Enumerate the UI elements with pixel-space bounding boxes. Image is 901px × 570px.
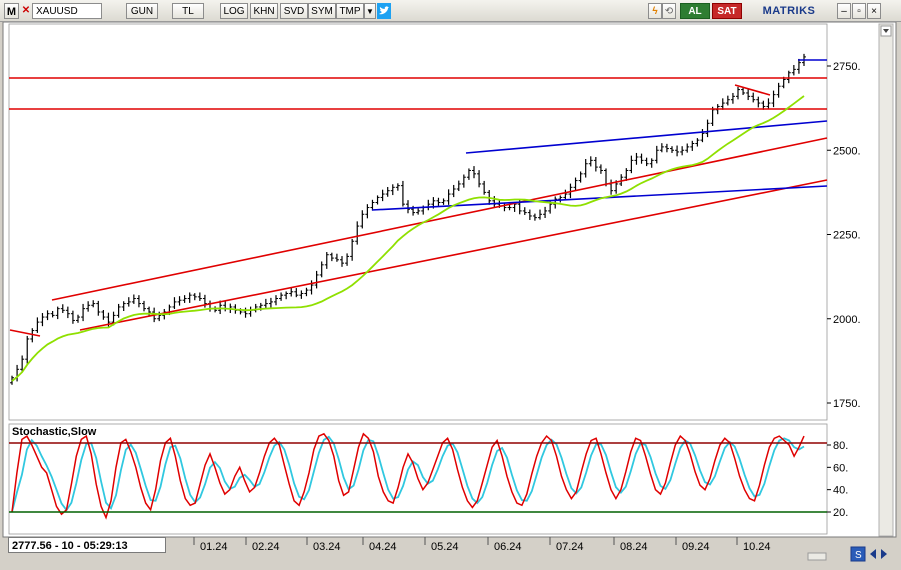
stochastic-series (11, 432, 805, 520)
horizontal-scroll-thumb[interactable] (807, 552, 827, 561)
price-readout: 2777.56 - 10 - 05:29:13 (8, 537, 166, 553)
channel-line-lower[interactable] (79, 179, 828, 331)
restore-icon[interactable]: ▫ (852, 3, 866, 19)
time-tick-label: 06.24 (494, 541, 522, 553)
flag-line[interactable] (734, 84, 771, 96)
price-tick-label: 1750. (833, 398, 861, 410)
stoch-d-line (11, 435, 805, 513)
stoch-k-line (11, 432, 805, 520)
time-x-axis: 01.24 02.24 03.24 04.24 05.24 06.24 07.24 08.24… (193, 537, 771, 553)
blue-line-upper[interactable] (465, 120, 828, 154)
price-tick-label: 2250. (833, 230, 861, 242)
symbol-field[interactable]: XAUUSD (32, 3, 102, 19)
time-tick-label: 04.24 (369, 541, 397, 553)
dropdown-arrow-icon[interactable]: ▼ (364, 3, 376, 19)
time-tick-label: 09.24 (682, 541, 710, 553)
price-tick-label: 2750. (833, 61, 861, 73)
vertical-scrollbar[interactable] (878, 23, 894, 537)
time-tick-label: 05.24 (431, 541, 459, 553)
app-logo-icon[interactable]: M (4, 3, 19, 19)
moving-average (11, 95, 805, 382)
tmp-button[interactable]: TMP (336, 3, 364, 19)
scroll-left-icon[interactable] (870, 549, 876, 559)
twitter-icon[interactable] (377, 3, 391, 19)
stoch-tick-label: 20. (833, 507, 848, 519)
toolbar: M ✕ XAUUSD GUN TL LOG KHN SVD SYM TMP ▼ … (0, 0, 901, 22)
stoch-tick-label: 80. (833, 440, 848, 452)
brand-logo: MATRIKS (762, 5, 816, 17)
minimize-icon[interactable]: – (837, 3, 851, 19)
scroll-right-icon[interactable] (881, 549, 887, 559)
refresh-icon[interactable] (850, 546, 866, 562)
moving-average-line (11, 95, 805, 382)
price-series (10, 53, 806, 385)
currency-button[interactable]: TL (172, 3, 204, 19)
price-panel (8, 23, 828, 421)
channel-line-upper[interactable] (51, 137, 828, 301)
stoch-y-axis: 20. 40. 60. 80. (827, 440, 848, 519)
history-icon[interactable]: ⟲ (662, 3, 676, 19)
lightning-icon[interactable]: ϟ (648, 3, 662, 19)
refresh-glyph: S (855, 550, 862, 561)
stoch-tick-label: 40. (833, 485, 848, 497)
price-tick-label: 2000. (833, 314, 861, 326)
buy-button[interactable]: AL (680, 3, 710, 19)
stoch-tick-label: 60. (833, 462, 848, 474)
svd-button[interactable]: SVD (280, 3, 308, 19)
stochastic-title: Stochastic,Slow (12, 426, 97, 438)
close-icon[interactable]: × (867, 3, 881, 19)
time-tick-label: 08.24 (620, 541, 648, 553)
time-tick-label: 02.24 (252, 541, 280, 553)
chart-area[interactable]: Stochastic,Slow 1750. 2000. 2250. 2500. 2750… (0, 22, 901, 570)
scroll-arrow-icon (883, 29, 889, 33)
time-tick-label: 03.24 (313, 541, 341, 553)
price-tick-label: 2500. (833, 145, 861, 157)
sell-button[interactable]: SAT (712, 3, 742, 19)
sym-button[interactable]: SYM (308, 3, 336, 19)
time-tick-label: 01.24 (200, 541, 228, 553)
price-y-axis: 1750. 2000. 2250. 2500. 2750. (827, 61, 861, 410)
trendlines (9, 59, 828, 337)
channel-line-stub[interactable] (9, 329, 41, 337)
period-button[interactable]: GUN (126, 3, 158, 19)
log-button[interactable]: LOG (220, 3, 248, 19)
time-tick-label: 07.24 (556, 541, 584, 553)
close-symbol-icon[interactable]: ✕ (21, 5, 31, 16)
khn-button[interactable]: KHN (250, 3, 278, 19)
time-tick-label: 10.24 (743, 541, 771, 553)
